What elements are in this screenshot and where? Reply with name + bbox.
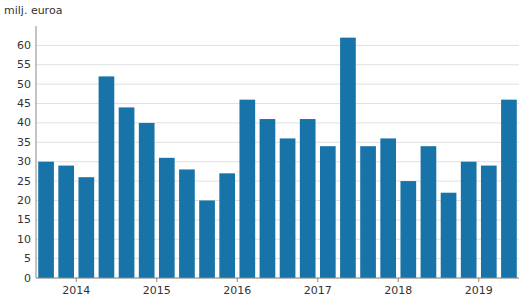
y-tick-label: 10 — [17, 233, 31, 246]
y-tick-label: 40 — [17, 116, 31, 129]
x-tick — [76, 278, 77, 282]
bar — [119, 107, 135, 278]
y-tick-label: 60 — [17, 39, 31, 52]
bar — [380, 138, 396, 278]
bar — [280, 138, 296, 278]
bar — [501, 100, 517, 278]
grid-line — [36, 278, 519, 279]
bar — [219, 173, 235, 278]
y-axis-line — [36, 26, 37, 278]
chart-container: 0 5 10 15 20 25 30 35 40 45 50 55 60 2014 2015 2016 2017… — [0, 0, 529, 302]
x-tick — [478, 278, 479, 282]
y-tick-label: 25 — [17, 175, 31, 188]
y-tick-label: 35 — [17, 136, 31, 149]
bar — [99, 76, 115, 278]
bar — [139, 123, 155, 278]
bar — [300, 119, 316, 278]
x-tick-label: 2017 — [304, 284, 332, 297]
bar — [260, 119, 276, 278]
y-grid — [36, 45, 519, 278]
grid-line — [36, 64, 519, 65]
y-tick-label: 30 — [17, 155, 31, 168]
y-tick-label: 55 — [17, 58, 31, 71]
bar — [400, 181, 416, 278]
x-tick — [237, 278, 238, 282]
y-tick-label: 20 — [17, 194, 31, 207]
bar — [320, 146, 336, 278]
x-axis-line — [36, 278, 519, 279]
bar — [360, 146, 376, 278]
bar — [199, 200, 215, 278]
x-tick — [156, 278, 157, 282]
y-tick-label: 5 — [24, 252, 31, 265]
y-tick-label: 45 — [17, 97, 31, 110]
bar — [239, 100, 255, 278]
grid-line — [36, 45, 519, 46]
chart: 0 5 10 15 20 25 30 35 40 45 50 55 60 2014 2015 2016 2017… — [0, 0, 529, 302]
y-axis-label: milj. euroa — [4, 4, 62, 17]
y-tick-label: 15 — [17, 213, 31, 226]
bar — [179, 169, 195, 278]
bar — [421, 146, 437, 278]
x-tick-label: 2018 — [384, 284, 412, 297]
x-tick — [317, 278, 318, 282]
bar — [58, 166, 74, 278]
bar — [481, 166, 497, 278]
bar — [461, 162, 477, 278]
x-tick-label: 2015 — [143, 284, 171, 297]
bar — [38, 162, 54, 278]
y-tick-label: 50 — [17, 78, 31, 91]
x-tick-label: 2014 — [62, 284, 90, 297]
x-tick — [398, 278, 399, 282]
bars — [38, 38, 517, 278]
bar — [441, 193, 457, 278]
bar — [340, 38, 356, 278]
bar — [159, 158, 175, 278]
bar — [78, 177, 94, 278]
x-tick-label: 2019 — [465, 284, 493, 297]
y-tick-label: 0 — [24, 272, 31, 285]
x-tick-label: 2016 — [223, 284, 251, 297]
